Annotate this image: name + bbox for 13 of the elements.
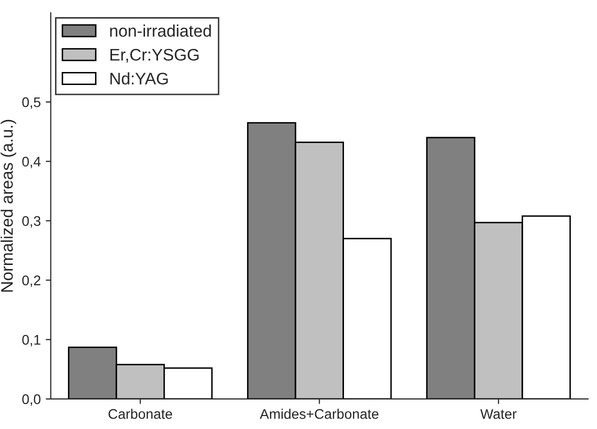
y-tick-label: 0,3: [22, 216, 40, 228]
x-tick-label: Amides+Carbonate: [260, 408, 378, 419]
y-tick-label: 0,2: [22, 276, 40, 287]
legend-label: Nd:YAG: [110, 72, 168, 85]
y-tick-label: 0,1: [22, 334, 40, 346]
y-tick-label: 0,5: [22, 97, 40, 109]
y-tick-label: 0,4: [22, 156, 41, 168]
y-tick-label: 0,0: [22, 394, 40, 406]
x-tick-label: Carbonate: [108, 408, 172, 419]
y-axis-title: Normalized areas (a.u.): [0, 120, 16, 292]
legend-label: Er,Cr:YSGG: [110, 48, 199, 63]
x-tick-label: Water: [480, 409, 517, 419]
legend-label: non-irradiated: [110, 24, 211, 37]
